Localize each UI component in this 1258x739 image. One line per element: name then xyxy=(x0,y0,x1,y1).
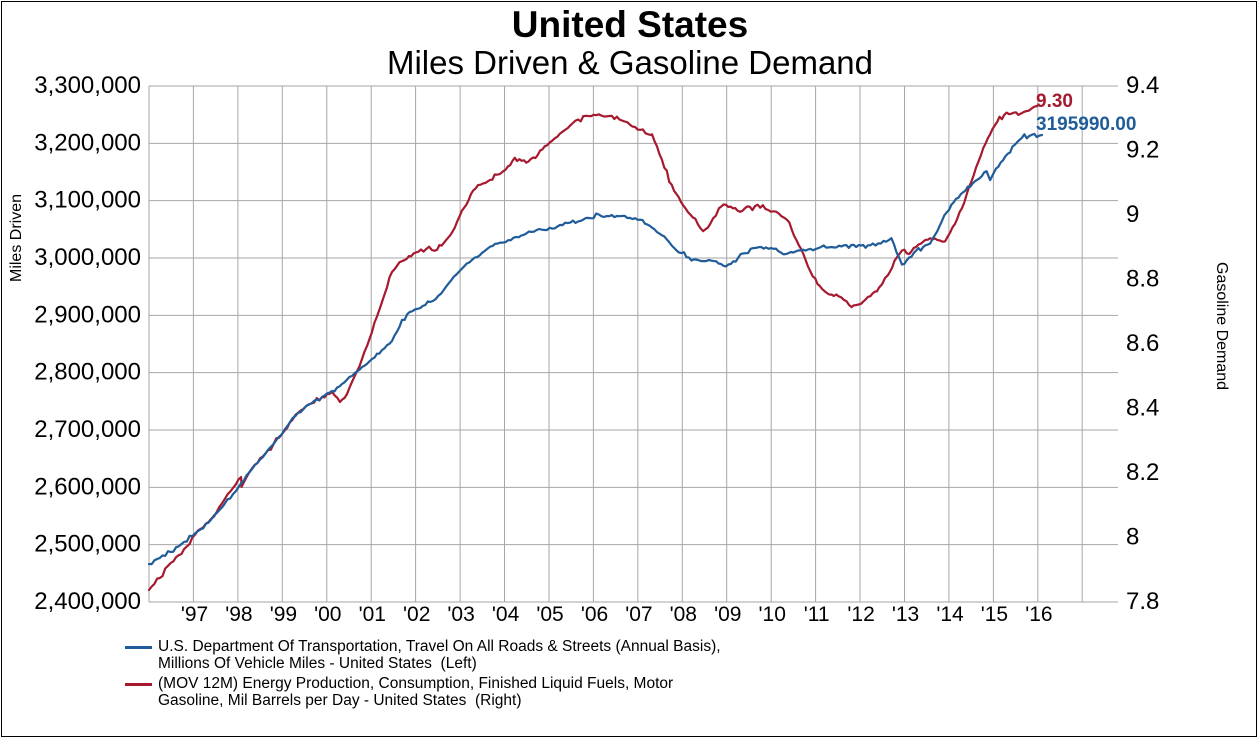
svg-text:'11: '11 xyxy=(804,603,830,626)
svg-text:'01: '01 xyxy=(359,603,386,626)
svg-text:'98: '98 xyxy=(225,603,252,626)
svg-text:8.6: 8.6 xyxy=(1126,330,1159,357)
svg-text:'10: '10 xyxy=(759,603,786,626)
svg-text:'12: '12 xyxy=(847,603,874,626)
svg-text:'07: '07 xyxy=(625,603,652,626)
svg-text:8.4: 8.4 xyxy=(1126,395,1159,422)
svg-text:2,900,000: 2,900,000 xyxy=(34,301,141,328)
svg-text:'14: '14 xyxy=(936,603,964,626)
svg-text:'16: '16 xyxy=(1025,603,1052,626)
svg-text:2,400,000: 2,400,000 xyxy=(34,588,141,615)
svg-text:'06: '06 xyxy=(581,603,608,626)
svg-text:2,800,000: 2,800,000 xyxy=(34,359,141,386)
svg-text:'97: '97 xyxy=(181,603,208,626)
svg-text:7.8: 7.8 xyxy=(1126,588,1159,615)
svg-text:'13: '13 xyxy=(892,603,919,626)
svg-text:'08: '08 xyxy=(670,603,697,626)
svg-text:'00: '00 xyxy=(314,603,341,626)
svg-text:8: 8 xyxy=(1126,524,1139,551)
svg-text:2,500,000: 2,500,000 xyxy=(34,531,141,558)
svg-text:'15: '15 xyxy=(981,603,1008,626)
svg-text:2,700,000: 2,700,000 xyxy=(34,416,141,443)
svg-text:'09: '09 xyxy=(714,603,741,626)
svg-text:9.2: 9.2 xyxy=(1126,137,1159,164)
svg-text:9.30: 9.30 xyxy=(1036,91,1073,112)
svg-text:8.2: 8.2 xyxy=(1126,459,1159,486)
svg-text:3195990.00: 3195990.00 xyxy=(1036,114,1136,135)
svg-text:'02: '02 xyxy=(403,603,430,626)
svg-text:'05: '05 xyxy=(536,603,563,626)
svg-text:2,600,000: 2,600,000 xyxy=(34,473,141,500)
svg-text:'04: '04 xyxy=(492,603,520,626)
svg-text:3,100,000: 3,100,000 xyxy=(34,187,141,214)
svg-text:'03: '03 xyxy=(447,603,474,626)
svg-text:9: 9 xyxy=(1126,201,1139,228)
svg-text:3,200,000: 3,200,000 xyxy=(34,129,141,156)
svg-text:'99: '99 xyxy=(270,603,297,626)
